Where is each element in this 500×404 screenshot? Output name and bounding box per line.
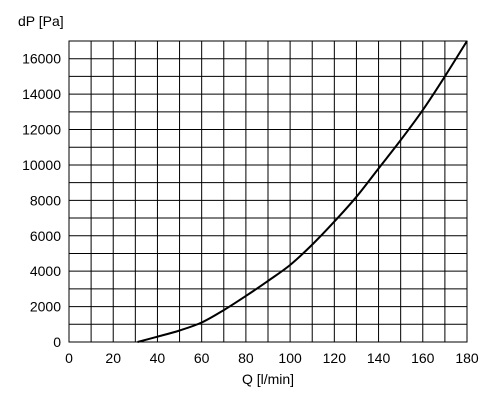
plot-frame (68, 40, 468, 343)
x-tick-label: 80 (238, 350, 254, 366)
y-axis-label: dP [Pa] (18, 13, 64, 29)
x-tick-label: 20 (105, 350, 121, 366)
x-tick-labels: 0 20 40 60 80 100 120 140 160 180 (65, 350, 479, 366)
x-tick-label: 60 (194, 350, 210, 366)
x-tick-label: 180 (455, 350, 479, 366)
y-tick-label: 16000 (22, 51, 61, 67)
x-tick-label: 100 (278, 350, 302, 366)
x-axis-label: Q [l/min] (242, 371, 294, 387)
y-tick-label: 4000 (30, 263, 61, 279)
x-tick-label: 120 (323, 350, 347, 366)
y-tick-label: 2000 (30, 299, 61, 315)
y-tick-label: 8000 (30, 192, 61, 208)
y-tick-label: 12000 (22, 122, 61, 138)
series-line (137, 40, 468, 343)
x-tick-label: 40 (150, 350, 166, 366)
y-tick-label: 14000 (22, 86, 61, 102)
y-tick-label: 10000 (22, 157, 61, 173)
y-tick-label: 0 (53, 334, 61, 350)
y-tick-labels: 0 2000 4000 6000 8000 10000 12000 14000 16000 (22, 51, 61, 350)
x-tick-label: 160 (411, 350, 435, 366)
x-tick-label: 0 (65, 350, 73, 366)
x-tick-label: 140 (367, 350, 391, 366)
y-tick-label: 6000 (30, 228, 61, 244)
grid-lines (68, 40, 468, 343)
